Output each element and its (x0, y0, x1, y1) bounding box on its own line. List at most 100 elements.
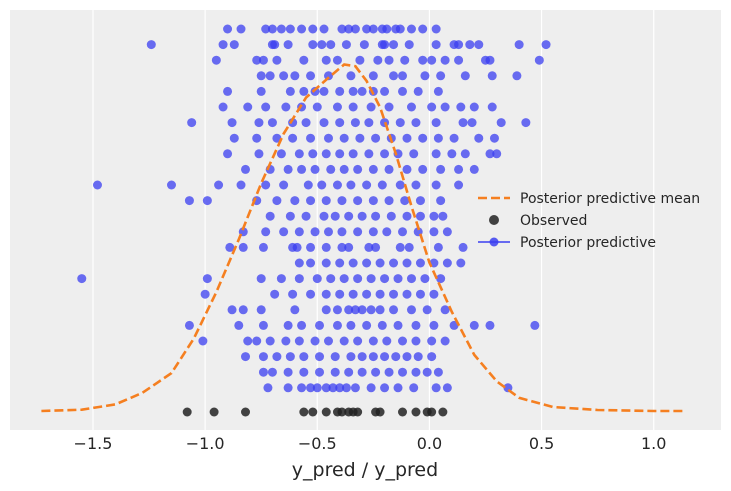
predictive-point (357, 367, 367, 377)
predictive-point (429, 320, 439, 330)
predictive-point (234, 320, 244, 330)
predictive-point (371, 211, 381, 221)
predictive-point (276, 24, 286, 34)
predictive-point (418, 133, 428, 143)
predictive-point (449, 133, 459, 143)
predictive-point (202, 196, 212, 206)
predictive-point (299, 55, 309, 65)
predictive-point (433, 86, 443, 96)
predictive-point (272, 133, 282, 143)
predictive-point (366, 383, 376, 393)
predictive-point (321, 242, 331, 252)
predictive-point (541, 40, 551, 50)
predictive-point (357, 305, 367, 315)
predictive-point (252, 55, 262, 65)
predictive-point (265, 336, 275, 346)
predictive-point (440, 336, 450, 346)
observed-point (375, 407, 385, 417)
predictive-point (389, 71, 399, 81)
legend-mean-label: Posterior predictive mean (520, 191, 700, 207)
predictive-point (389, 258, 399, 268)
predictive-point (404, 242, 414, 252)
predictive-point (438, 211, 448, 221)
observed-point (308, 407, 318, 417)
predictive-point (256, 86, 266, 96)
predictive-point (294, 258, 304, 268)
predictive-point (420, 71, 430, 81)
predictive-point (301, 211, 311, 221)
predictive-point (420, 274, 430, 284)
predictive-point (321, 196, 331, 206)
predictive-point (366, 305, 376, 315)
predictive-point (474, 133, 484, 143)
predictive-point (308, 40, 318, 50)
predictive-point (492, 149, 502, 159)
predictive-point (368, 227, 378, 237)
predictive-point (335, 383, 345, 393)
legend-observed-swatch (489, 215, 499, 225)
legend-predictive-swatch-marker (489, 237, 499, 247)
predictive-point (332, 320, 342, 330)
predictive-point (229, 133, 239, 143)
predictive-point (270, 289, 280, 299)
predictive-point (332, 180, 342, 190)
predictive-point (402, 352, 412, 362)
predictive-point (306, 71, 316, 81)
predictive-point (429, 211, 439, 221)
predictive-point (371, 133, 381, 143)
predictive-point (306, 242, 316, 252)
predictive-point (458, 242, 468, 252)
predictive-point (521, 118, 531, 128)
predictive-point (290, 305, 300, 315)
predictive-point (319, 24, 329, 34)
predictive-point (321, 258, 331, 268)
predictive-point (469, 320, 479, 330)
predictive-point (252, 336, 262, 346)
observed-point (299, 407, 309, 417)
predictive-point (236, 180, 246, 190)
legend: Posterior predictive mean Observed Poste… (478, 191, 700, 251)
predictive-point (427, 352, 437, 362)
observed-point (209, 407, 219, 417)
predictive-point (348, 102, 358, 112)
predictive-point (92, 180, 102, 190)
predictive-point (380, 86, 390, 96)
predictive-point (422, 367, 432, 377)
predictive-point (335, 258, 345, 268)
predictive-point (306, 133, 316, 143)
observed-point (398, 407, 408, 417)
predictive-point (323, 336, 333, 346)
predictive-point (454, 40, 464, 50)
predictive-point (326, 164, 336, 174)
predictive-point (236, 24, 246, 34)
predictive-point (485, 149, 495, 159)
x-tick-label: −1.0 (186, 434, 225, 453)
predictive-point (384, 164, 394, 174)
predictive-point (436, 71, 446, 81)
predictive-point (243, 102, 253, 112)
predictive-point (348, 289, 358, 299)
predictive-point (496, 118, 506, 128)
predictive-point (487, 71, 497, 81)
predictive-point (514, 40, 524, 50)
predictive-point (283, 320, 293, 330)
predictive-point (384, 367, 394, 377)
predictive-point (272, 196, 282, 206)
predictive-point (344, 305, 354, 315)
predictive-point (398, 367, 408, 377)
predictive-point (427, 102, 437, 112)
predictive-point (398, 86, 408, 96)
predictive-point (306, 289, 316, 299)
predictive-point (299, 86, 309, 96)
predictive-point (330, 367, 340, 377)
predictive-point (440, 55, 450, 65)
predictive-point (276, 274, 286, 284)
predictive-point (366, 102, 376, 112)
predictive-point (402, 164, 412, 174)
predictive-point (279, 180, 289, 190)
predictive-point (315, 320, 325, 330)
predictive-point (270, 40, 280, 50)
predictive-point (456, 258, 466, 268)
predictive-point (317, 40, 327, 50)
